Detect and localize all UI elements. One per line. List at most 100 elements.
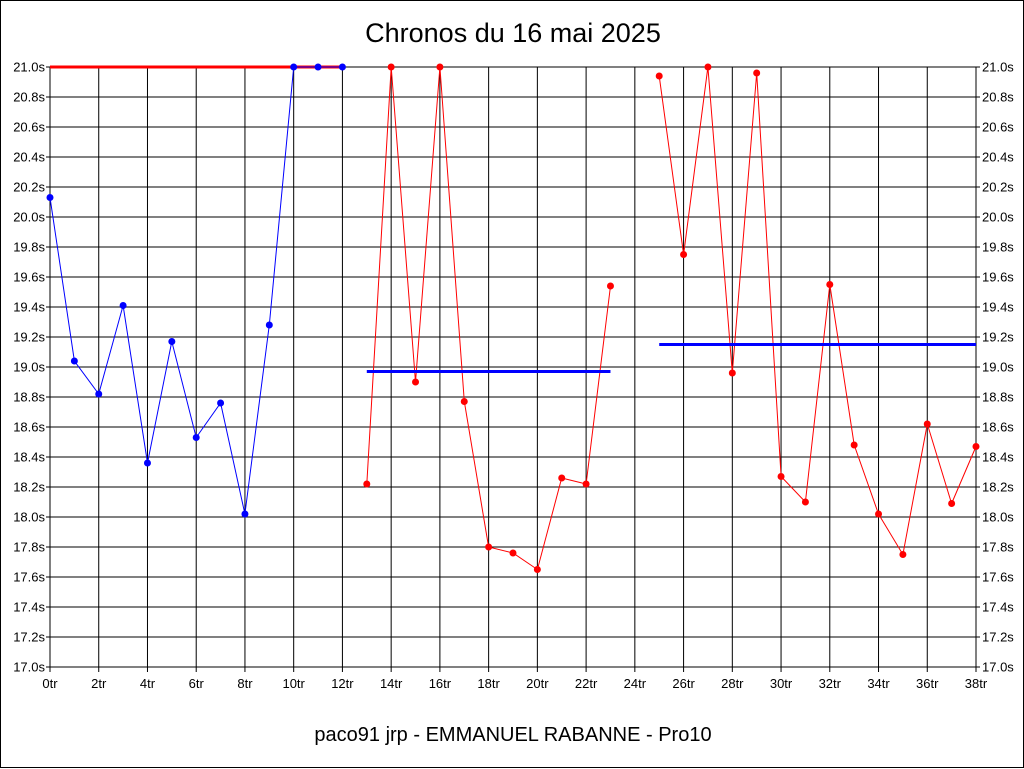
run-data-point bbox=[753, 69, 761, 77]
x-tick-label: 38tr bbox=[965, 676, 988, 691]
x-tick-label: 32tr bbox=[819, 676, 842, 691]
y-tick-label-left: 18.4s bbox=[13, 450, 45, 465]
y-tick-label-right: 21.0s bbox=[982, 60, 1014, 75]
y-tick-label-left: 20.2s bbox=[13, 180, 45, 195]
x-tick-label: 30tr bbox=[770, 676, 793, 691]
run-data-point bbox=[875, 510, 883, 518]
y-tick-label-left: 18.8s bbox=[13, 390, 45, 405]
run-data-point bbox=[606, 282, 614, 290]
y-tick-label-left: 18.0s bbox=[13, 510, 45, 525]
warmup-data-point bbox=[314, 63, 322, 71]
warmup-data-point bbox=[143, 459, 151, 467]
warmup-data-point bbox=[290, 63, 298, 71]
warmup-data-point bbox=[46, 194, 54, 201]
x-tick-label: 22tr bbox=[575, 676, 598, 691]
run-data-point bbox=[680, 251, 688, 258]
y-tick-label-right: 20.4s bbox=[982, 150, 1014, 165]
y-tick-label-right: 18.6s bbox=[982, 420, 1014, 435]
run-data-point bbox=[728, 369, 736, 377]
y-tick-label-left: 17.8s bbox=[13, 540, 45, 555]
warmup-data-point bbox=[168, 338, 176, 345]
warmup-data-point bbox=[241, 510, 249, 518]
x-tick-label: 8tr bbox=[237, 676, 253, 691]
run-data-point bbox=[485, 543, 493, 551]
y-tick-label-left: 21.0s bbox=[13, 60, 45, 75]
x-tick-label: 14tr bbox=[380, 676, 403, 691]
run-data-point bbox=[558, 474, 566, 482]
y-tick-label-left: 17.4s bbox=[13, 600, 45, 615]
warmup-data-point bbox=[119, 302, 127, 309]
y-tick-label-right: 19.2s bbox=[982, 330, 1014, 345]
run-data-point bbox=[387, 63, 395, 71]
y-tick-label-left: 19.6s bbox=[13, 270, 45, 285]
chart-title: Chronos du 16 mai 2025 bbox=[365, 18, 661, 48]
x-tick-label: 24tr bbox=[624, 676, 647, 691]
run-data-point bbox=[899, 551, 907, 558]
y-tick-label-right: 20.0s bbox=[982, 210, 1014, 225]
run-data-point bbox=[412, 378, 420, 386]
x-tick-label: 36tr bbox=[916, 676, 939, 691]
y-tick-label-right: 18.0s bbox=[982, 510, 1014, 525]
x-tick-label: 34tr bbox=[867, 676, 890, 691]
x-tick-label: 16tr bbox=[429, 676, 452, 691]
y-tick-label-right: 18.4s bbox=[982, 450, 1014, 465]
y-tick-label-right: 17.6s bbox=[982, 570, 1014, 585]
y-tick-label-left: 20.0s bbox=[13, 210, 45, 225]
x-tick-label: 20tr bbox=[526, 676, 549, 691]
x-tick-label: 26tr bbox=[672, 676, 695, 691]
y-tick-label-left: 18.2s bbox=[13, 480, 45, 495]
warmup-data-point bbox=[265, 321, 273, 329]
warmup-data-point bbox=[95, 390, 103, 398]
run-data-point bbox=[801, 498, 809, 506]
y-tick-label-left: 19.4s bbox=[13, 300, 45, 315]
run-data-point bbox=[777, 473, 785, 480]
warmup-data-point bbox=[217, 399, 225, 407]
y-tick-label-right: 19.8s bbox=[982, 240, 1014, 255]
y-tick-label-right: 17.8s bbox=[982, 540, 1014, 555]
run-data-point bbox=[460, 398, 468, 405]
y-tick-label-right: 17.0s bbox=[982, 660, 1014, 675]
y-tick-label-left: 20.6s bbox=[13, 120, 45, 135]
y-tick-label-right: 18.2s bbox=[982, 480, 1014, 495]
y-tick-label-right: 17.4s bbox=[982, 600, 1014, 615]
warmup-data-point bbox=[192, 434, 200, 441]
x-tick-label: 4tr bbox=[140, 676, 156, 691]
x-tick-label: 28tr bbox=[721, 676, 744, 691]
warmup-data-point bbox=[338, 63, 346, 71]
x-tick-label: 6tr bbox=[189, 676, 205, 691]
x-tick-label: 10tr bbox=[282, 676, 305, 691]
x-tick-label: 12tr bbox=[331, 676, 354, 691]
y-tick-label-left: 17.6s bbox=[13, 570, 45, 585]
y-tick-label-right: 20.2s bbox=[982, 180, 1014, 195]
run-data-point bbox=[923, 420, 931, 428]
run-series-line bbox=[658, 66, 977, 556]
y-tick-label-left: 20.8s bbox=[13, 90, 45, 105]
y-tick-label-left: 17.2s bbox=[13, 630, 45, 645]
y-tick-label-right: 20.8s bbox=[982, 90, 1014, 105]
y-tick-label-right: 19.6s bbox=[982, 270, 1014, 285]
run-data-point bbox=[948, 500, 956, 507]
run-data-point bbox=[436, 63, 444, 71]
chart-footer: paco91 jrp - EMMANUEL RABANNE - Pro10 bbox=[314, 724, 712, 746]
run-data-point bbox=[509, 549, 517, 557]
y-tick-label-left: 18.6s bbox=[13, 420, 45, 435]
y-tick-label-left: 19.0s bbox=[13, 360, 45, 375]
y-tick-label-right: 19.4s bbox=[982, 300, 1014, 315]
x-tick-label: 2tr bbox=[91, 676, 107, 691]
warmup-data-point bbox=[70, 357, 78, 365]
y-tick-label-left: 17.0s bbox=[13, 660, 45, 675]
run-data-point bbox=[826, 281, 834, 288]
y-tick-label-left: 20.4s bbox=[13, 150, 45, 165]
y-tick-label-right: 17.2s bbox=[982, 630, 1014, 645]
y-tick-label-right: 20.6s bbox=[982, 120, 1014, 135]
run-data-point bbox=[850, 441, 858, 449]
y-tick-label-left: 19.2s bbox=[13, 330, 45, 345]
x-tick-label: 0tr bbox=[42, 676, 58, 691]
x-tick-label: 18tr bbox=[477, 676, 500, 691]
run-data-point bbox=[655, 72, 663, 80]
run-data-point bbox=[533, 566, 541, 573]
run-data-point bbox=[582, 480, 590, 488]
plot-border bbox=[49, 66, 977, 668]
